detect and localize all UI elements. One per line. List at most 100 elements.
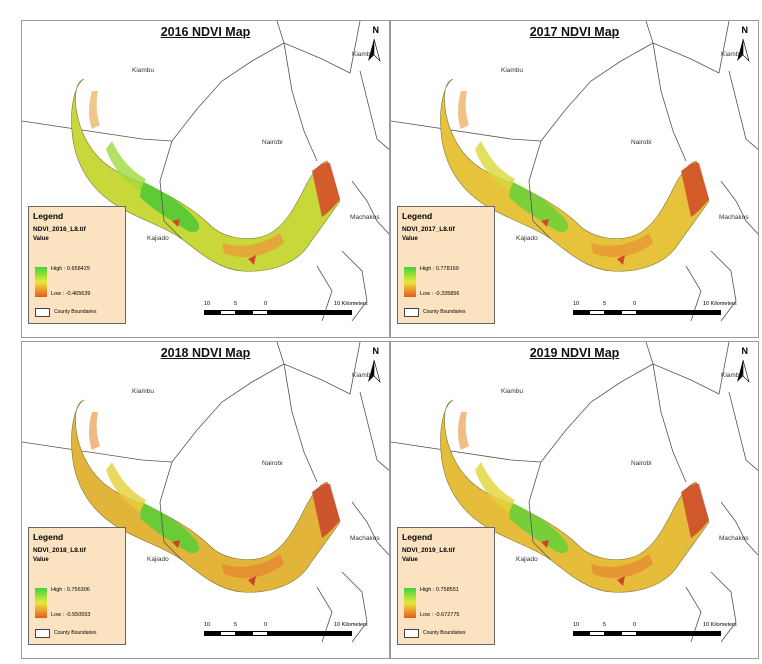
north-letter: N <box>741 346 749 356</box>
map-panel-2018: 2018 NDVI Map N Kiambu Kiambu Nairobi Ka… <box>21 341 390 659</box>
legend-title: Legend <box>402 211 433 221</box>
scale-tick: 0 <box>264 622 268 628</box>
map-canvas <box>391 342 758 643</box>
legend-title: Legend <box>402 532 433 542</box>
scale-bar: 10 5 0 10 Kilometers <box>563 622 753 652</box>
scale-segment <box>204 310 220 315</box>
legend-value-label: Value <box>33 557 49 563</box>
scale-segment <box>252 631 268 636</box>
label-machakos: Machakos <box>719 214 749 221</box>
legend-high-value: High : 0.778169 <box>420 266 459 272</box>
scale-tick: 0 <box>633 622 637 628</box>
label-kiambu-top: Kiambu <box>721 51 744 58</box>
county-boundaries <box>391 21 758 322</box>
north-arrow-icon <box>737 38 750 63</box>
county-boundary-swatch <box>404 629 419 638</box>
map-legend: Legend NDVI_2017_L8.tif Value High : 0.7… <box>397 206 495 324</box>
ndvi-corridor <box>71 399 341 593</box>
label-kiambu-left: Kiambu <box>501 67 524 74</box>
scale-segment <box>220 631 236 636</box>
label-kajiado: Kajiado <box>516 556 538 563</box>
scale-tick: 0 <box>264 301 268 307</box>
scale-segment <box>589 310 605 315</box>
north-letter: N <box>372 346 380 356</box>
ndvi-corridor <box>440 78 710 272</box>
county-boundary-swatch <box>35 629 50 638</box>
legend-county-label: County Boundaries <box>54 630 97 636</box>
label-nairobi: Nairobi <box>631 139 652 146</box>
ndvi-corridor <box>440 399 710 593</box>
label-nairobi: Nairobi <box>262 460 283 467</box>
north-arrow-icon <box>737 359 750 384</box>
label-kiambu-top: Kiambu <box>352 372 375 379</box>
scale-segment <box>573 631 589 636</box>
legend-value-label: Value <box>402 236 418 242</box>
map-canvas <box>22 342 389 643</box>
county-boundary-swatch <box>35 308 50 317</box>
ndvi-corridor <box>71 78 341 272</box>
scale-tick: 0 <box>633 301 637 307</box>
map-canvas <box>22 21 389 322</box>
legend-layer-name: NDVI_2016_L8.tif <box>33 226 86 233</box>
map-title: 2018 NDVI Map <box>160 346 251 360</box>
legend-low-value: Low : -0.550553 <box>51 612 91 618</box>
scale-tick: 5 <box>603 301 607 307</box>
legend-high-value: High : 0.756306 <box>51 587 90 593</box>
legend-layer-name: NDVI_2017_L8.tif <box>402 226 455 233</box>
label-kiambu-left: Kiambu <box>132 67 155 74</box>
map-title: 2019 NDVI Map <box>529 346 620 360</box>
label-kiambu-left: Kiambu <box>501 388 524 395</box>
scale-segment <box>268 631 352 636</box>
legend-title: Legend <box>33 211 64 221</box>
scale-segment <box>252 310 268 315</box>
north-arrow-icon <box>368 359 381 384</box>
scale-tick: 10 <box>573 301 580 307</box>
map-panel-2019: 2019 NDVI Map N Kiambu Kiambu Nairobi Ka… <box>390 341 759 659</box>
scale-bar: 10 5 0 10 Kilometers <box>563 301 753 331</box>
legend-value-label: Value <box>402 557 418 563</box>
scale-tick: 10 Kilometers <box>703 622 737 628</box>
map-canvas <box>391 21 758 322</box>
county-boundaries <box>391 342 758 643</box>
scale-segment <box>637 631 721 636</box>
scale-tick: 10 <box>204 622 211 628</box>
scale-segment <box>573 310 589 315</box>
county-boundaries <box>22 21 389 322</box>
scale-segment <box>605 310 621 315</box>
label-kiambu-left: Kiambu <box>132 388 155 395</box>
scale-tick: 10 <box>573 622 580 628</box>
scale-bar: 10 5 0 10 Kilometers <box>194 622 384 652</box>
label-nairobi: Nairobi <box>631 460 652 467</box>
map-title: 2016 NDVI Map <box>160 25 251 39</box>
label-kajiado: Kajiado <box>147 235 169 242</box>
north-arrow-icon <box>368 38 381 63</box>
map-legend: Legend NDVI_2018_L8.tif Value High : 0.7… <box>28 527 126 645</box>
label-kiambu-top: Kiambu <box>721 372 744 379</box>
scale-segment <box>236 631 252 636</box>
scale-segment <box>621 310 637 315</box>
label-kajiado: Kajiado <box>147 556 169 563</box>
legend-high-value: High : 0.658429 <box>51 266 90 272</box>
label-kiambu-top: Kiambu <box>352 51 375 58</box>
map-panel-2017: 2017 NDVI Map N Kiambu Kiambu Nairobi Ka… <box>390 20 759 338</box>
county-boundaries-over <box>528 42 687 240</box>
legend-county-label: County Boundaries <box>423 630 466 636</box>
label-kajiado: Kajiado <box>516 235 538 242</box>
county-boundaries-over <box>159 42 318 240</box>
scale-segment <box>236 310 252 315</box>
ndvi-color-ramp <box>404 267 416 297</box>
scale-segment <box>605 631 621 636</box>
scale-segment <box>589 631 605 636</box>
label-machakos: Machakos <box>350 214 380 221</box>
map-legend: Legend NDVI_2016_L8.tif Value High : 0.6… <box>28 206 126 324</box>
ndvi-color-ramp <box>35 267 47 297</box>
label-machakos: Machakos <box>719 535 749 542</box>
scale-tick: 10 Kilometers <box>334 622 368 628</box>
map-title: 2017 NDVI Map <box>529 25 620 39</box>
scale-bar: 10 5 0 10 Kilometers <box>194 301 384 331</box>
north-letter: N <box>372 25 380 35</box>
label-machakos: Machakos <box>350 535 380 542</box>
county-boundaries <box>22 342 389 643</box>
legend-county-label: County Boundaries <box>423 309 466 315</box>
